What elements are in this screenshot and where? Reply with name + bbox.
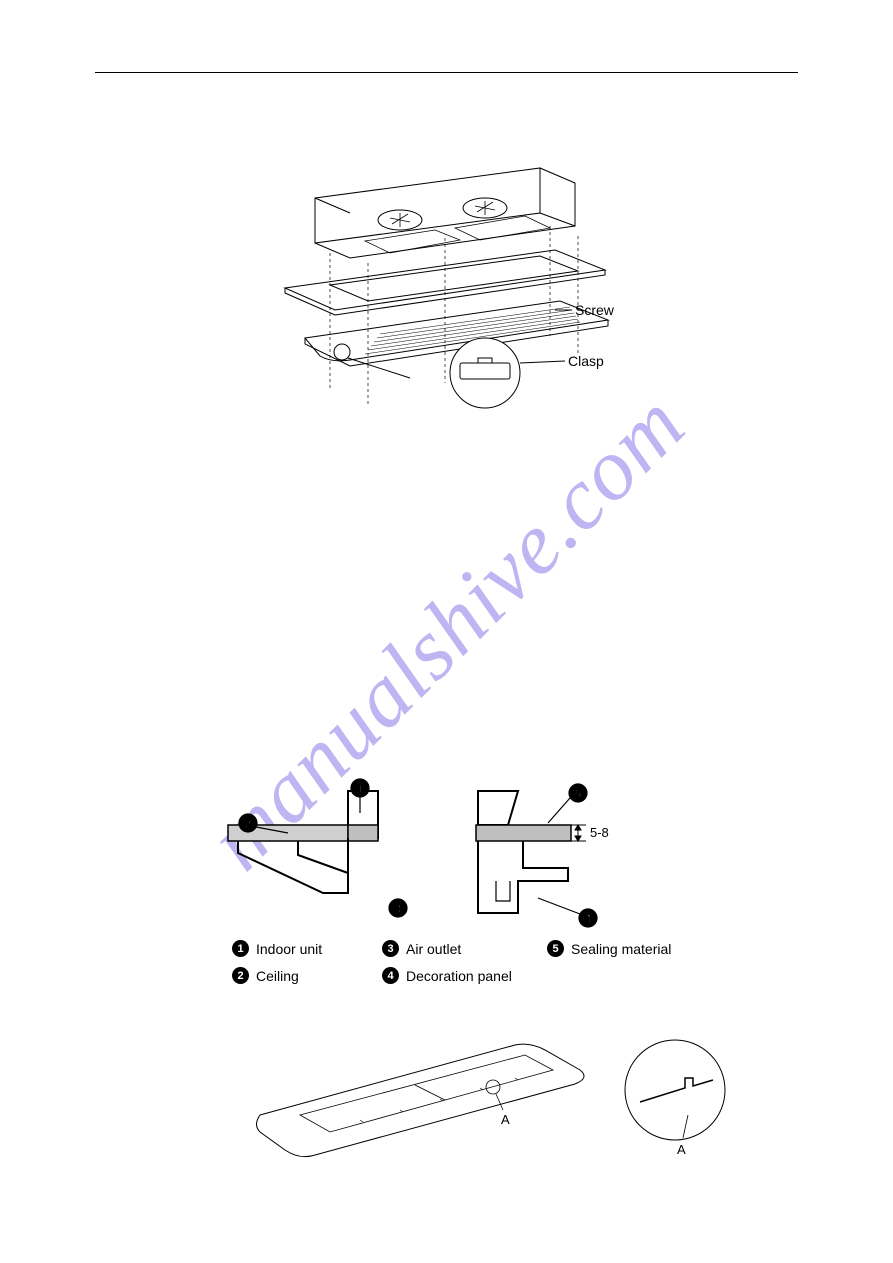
legend-label-5: Sealing material [571, 941, 671, 957]
legend-num-3: 3 [382, 940, 399, 957]
fig1-label-screw: Screw [575, 302, 614, 318]
legend-item-4: 4 Decoration panel [382, 967, 547, 984]
figure-3-panel-detail: A A [245, 1020, 745, 1180]
fig3-svg [245, 1020, 745, 1180]
legend-num-4: 4 [382, 967, 399, 984]
legend-item-2: 2 Ceiling [232, 967, 382, 984]
fig2-dim: 5-8 [590, 825, 609, 840]
legend-label-1: Indoor unit [256, 941, 322, 957]
legend-num-5: 5 [547, 940, 564, 957]
fig3-label-A-1: A [501, 1112, 510, 1127]
legend-item-3: 3 Air outlet [382, 940, 547, 957]
legend-label-4: Decoration panel [406, 968, 512, 984]
callout-4: 4 [585, 912, 592, 926]
fig3-label-A-2: A [677, 1142, 686, 1157]
legend-item-1: 1 Indoor unit [232, 940, 382, 957]
callout-1: 1 [357, 782, 364, 796]
legend-num-1: 1 [232, 940, 249, 957]
legend-item-5: 5 Sealing material [547, 940, 697, 957]
callout-5: 5 [575, 787, 582, 801]
callout-3: 3 [395, 902, 402, 916]
callout-2: 2 [245, 817, 252, 831]
figure-2-legend: 1 Indoor unit 3 Air outlet 5 Sealing mat… [232, 940, 712, 984]
top-rule [95, 72, 798, 73]
legend-label-3: Air outlet [406, 941, 461, 957]
fig1-label-clasp: Clasp [568, 353, 604, 369]
legend-num-2: 2 [232, 967, 249, 984]
fig1-svg [260, 158, 660, 438]
legend-label-2: Ceiling [256, 968, 299, 984]
figure-1-assembly: Screw Clasp [260, 158, 660, 438]
